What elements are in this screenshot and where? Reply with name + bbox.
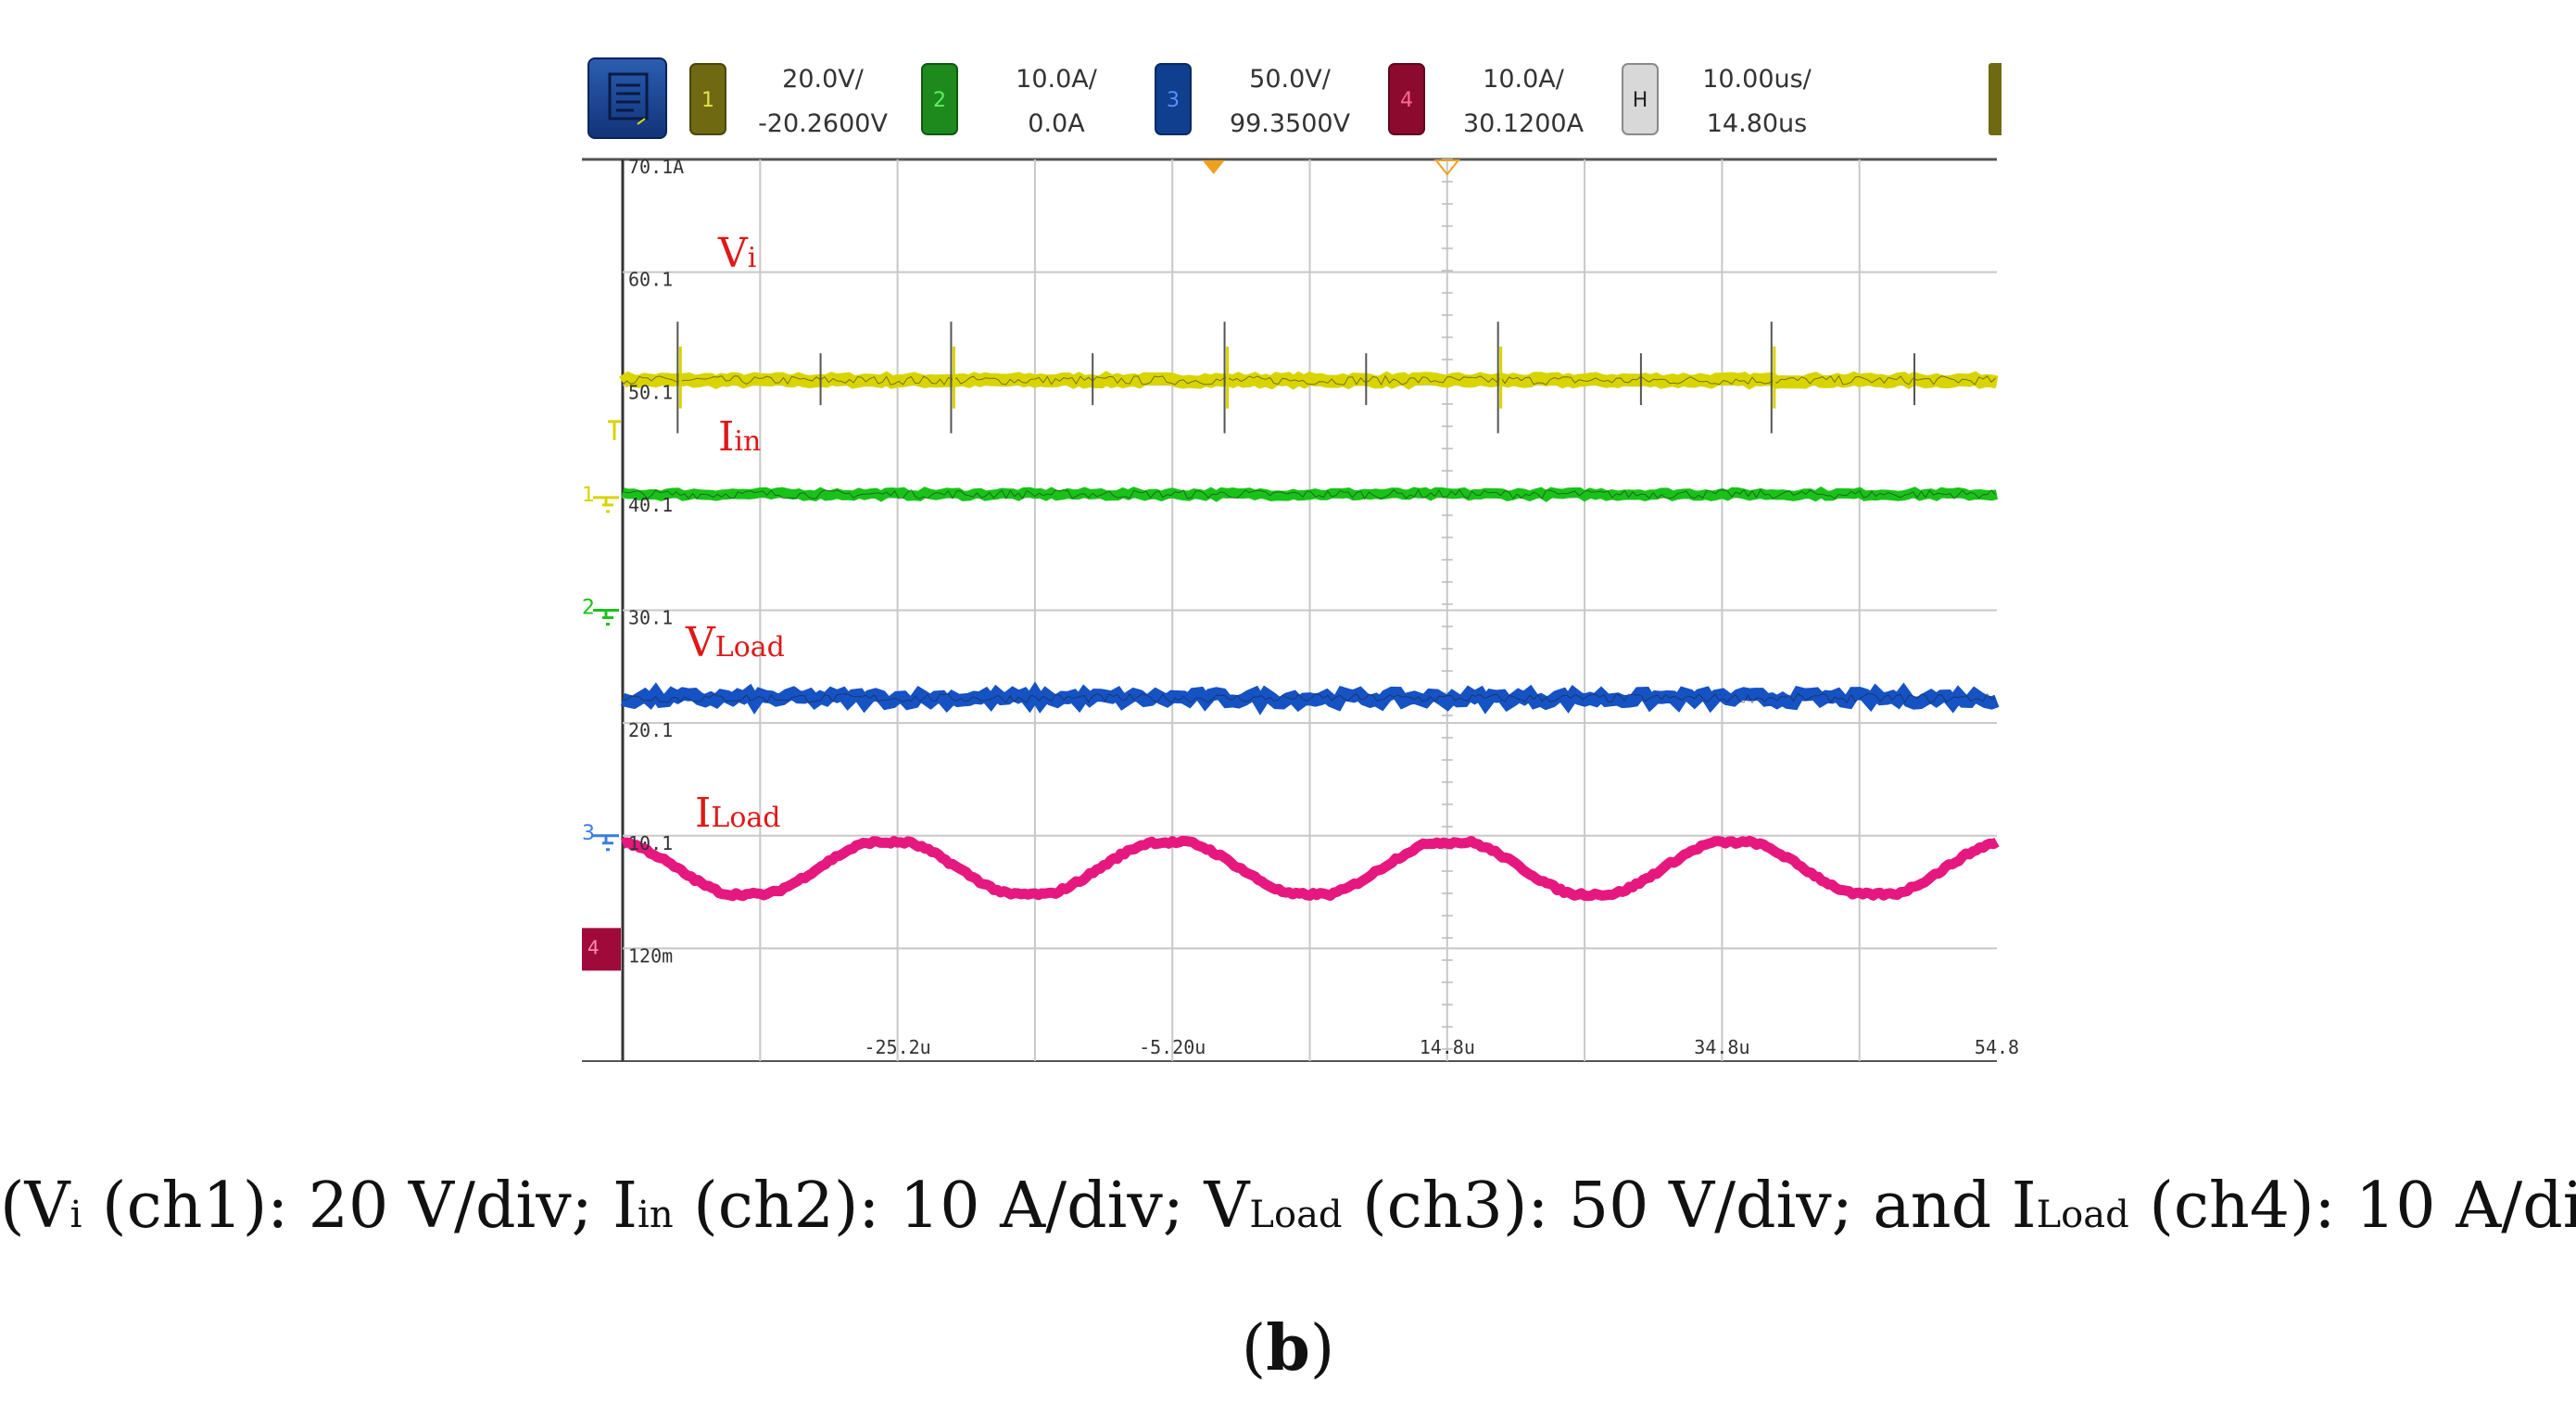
ground-marker-3: 3 — [582, 822, 619, 852]
ground-marker-label: 2 — [582, 597, 595, 620]
ground-marker-4: 4 — [582, 928, 621, 971]
time-reference-marker — [1433, 159, 1460, 176]
horizontal-settings: 10.00us/14.80us — [1702, 65, 1812, 138]
channel-2-settings: 10.0A/0.0A — [1016, 65, 1097, 138]
menu-icon[interactable] — [587, 57, 667, 139]
horizontal-chip[interactable]: H — [1622, 63, 1659, 135]
trace-noise-Iin — [622, 488, 1996, 500]
channel-1-chip[interactable]: 1 — [689, 63, 726, 135]
channel-4-chip[interactable]: 4 — [1388, 63, 1425, 135]
x-tick-label: 34.8u — [1694, 1036, 1749, 1058]
channel-1-settings: 20.0V/-20.2600V — [758, 65, 888, 138]
x-tick-label: 14.8u — [1420, 1036, 1475, 1058]
signal-label-Iin: Iin — [718, 413, 761, 461]
trace-Vi — [619, 322, 1999, 434]
trace-VLoad — [620, 681, 2000, 715]
trigger-chip-edge — [1989, 63, 2001, 135]
y-tick-label: 120m — [628, 944, 673, 967]
signal-label-Vi: Vi — [717, 230, 756, 277]
trigger-position-marker — [1202, 160, 1225, 174]
ground-marker-2: 2 — [582, 597, 619, 626]
channel-3-chip[interactable]: 3 — [1155, 63, 1192, 135]
figure-caption: (Vi (ch1): 20 V/div; Iin (ch2): 10 A/div… — [0, 1170, 2576, 1243]
x-tick-labels: -25.2u -5.20u 14.8u 34.8u 54.8 — [864, 1036, 2019, 1058]
trigger-level-icon — [608, 420, 621, 440]
channel-2-chip[interactable]: 2 — [921, 63, 958, 135]
y-tick-label: 50.1 — [628, 381, 673, 403]
ground-marker-label: 1 — [582, 484, 595, 507]
ground-marker-box — [582, 928, 621, 971]
y-tick-label: 60.1 — [628, 269, 673, 291]
trace-ILoad — [620, 835, 2000, 902]
signal-labels: Vi Iin VLoad ILoad — [685, 230, 785, 837]
traces — [619, 322, 2000, 902]
scope-toolbar: 1 20.0V/-20.2600V 2 10.0A/0.0A 3 50.0V/9… — [582, 54, 2001, 146]
trace-Iin — [621, 486, 1999, 502]
trace-noise-Vi — [622, 374, 1996, 386]
ground-symbol-icon — [593, 496, 619, 513]
ground-symbol-icon — [593, 834, 619, 852]
x-tick-label: -25.2u — [864, 1036, 930, 1058]
signal-label-VLoad: VLoad — [685, 619, 785, 666]
y-tick-label: 10.1 — [628, 832, 673, 854]
y-tick-label: 70.1A — [628, 156, 684, 178]
trace-line-ILoad — [620, 835, 2000, 902]
trace-line-VLoad — [620, 681, 2000, 715]
y-tick-label: 20.1 — [628, 719, 673, 741]
grid — [582, 158, 1997, 1062]
ground-marker-label: 4 — [587, 936, 600, 958]
signal-label-ILoad: ILoad — [695, 790, 780, 837]
x-tick-label: -5.20u — [1139, 1036, 1206, 1058]
ground-marker-label: 3 — [582, 822, 595, 845]
ground-markers: 1 2 3 4 — [582, 420, 621, 971]
y-tick-label: 30.1 — [628, 607, 673, 629]
channel-3-settings: 50.0V/99.3500V — [1229, 65, 1351, 138]
figure-sublabel: (b) — [1241, 1311, 1335, 1385]
ground-marker-1: 1 — [582, 484, 619, 513]
x-tick-label: 54.8 — [1975, 1036, 2019, 1058]
channel-4-settings: 10.0A/30.1200A — [1462, 65, 1585, 138]
y-tick-labels: 70.1A 60.1 50.1 40.1 30.1 20.1 10.1 120m — [628, 156, 684, 967]
ground-symbol-icon — [593, 609, 619, 626]
y-tick-label: 40.1 — [628, 494, 673, 516]
trace-noise-VLoad — [622, 692, 1996, 704]
